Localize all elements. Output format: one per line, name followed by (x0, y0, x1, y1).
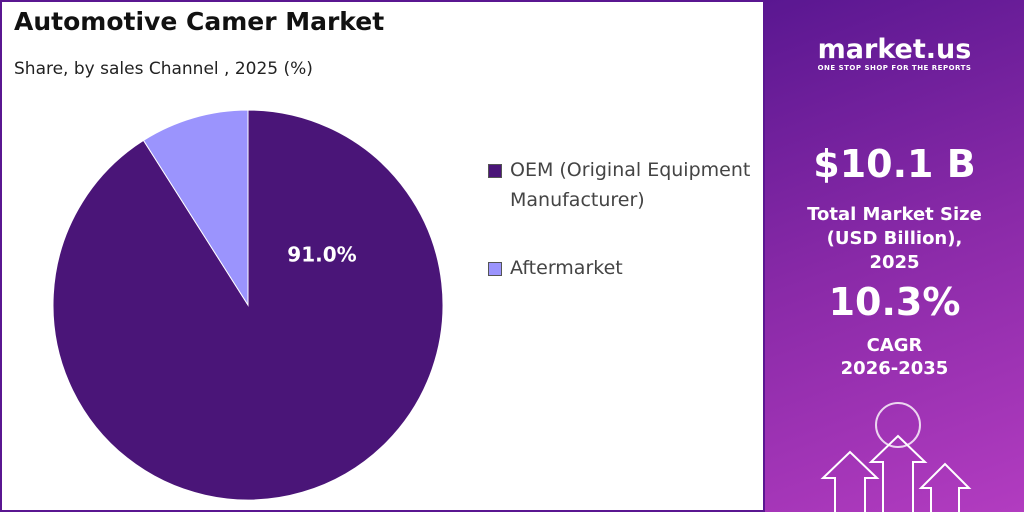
cagr-label: CAGR (866, 335, 923, 356)
chart-title: Automotive Camer Market (14, 7, 384, 36)
legend-item: Aftermarket (488, 253, 758, 283)
pie-slice (142, 109, 249, 307)
cagr: 10.3% (828, 280, 961, 324)
chart-subtitle: Share, by sales Channel , 2025 (%) (14, 59, 313, 79)
decor-arrows (820, 402, 972, 512)
frame (0, 0, 765, 512)
legend-item: OEM (Original Equipment Manufacturer) (488, 155, 758, 215)
pie: 91.0% (52, 109, 444, 501)
legend-swatch (488, 164, 502, 178)
data-label: 91.0% (287, 243, 356, 267)
cagr-period: 2026-2035 (840, 358, 949, 379)
side-panel: market.us ONE STOP SHOP FOR THE REPORTS … (765, 0, 1024, 512)
market-size: $10.1 B (813, 142, 976, 186)
legend-swatch (488, 262, 502, 276)
brand: market.us (817, 34, 972, 65)
market-size-label: Total Market Size (USD Billion), 2025 (807, 204, 982, 273)
chart: Automotive Camer Market Share, by sales … (0, 0, 765, 512)
legend-label: OEM (Original Equipment Manufacturer) (510, 159, 751, 211)
tagline: ONE STOP SHOP FOR THE REPORTS (817, 64, 972, 72)
legend-label: Aftermarket (510, 257, 623, 279)
